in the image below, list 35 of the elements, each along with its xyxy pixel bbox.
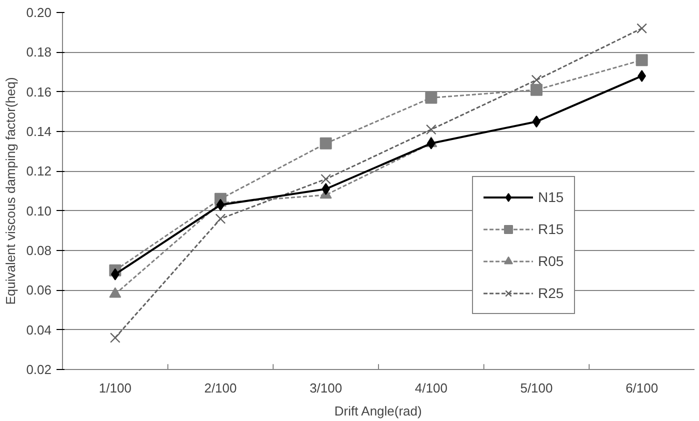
x-tick-label: 2/100 bbox=[204, 380, 237, 396]
point bbox=[531, 74, 542, 86]
point bbox=[215, 214, 226, 224]
x-axis-title: Drift Angle(rad) bbox=[334, 404, 422, 418]
legend-label: R25 bbox=[538, 285, 564, 301]
legend-label: R15 bbox=[538, 221, 564, 237]
y-tick-label: 0.16 bbox=[26, 84, 52, 100]
point bbox=[109, 287, 122, 298]
point bbox=[216, 198, 225, 211]
x-tick-label: 1/100 bbox=[98, 380, 132, 396]
y-tick-label: 0.14 bbox=[26, 124, 52, 139]
y-tick-label: 0.12 bbox=[26, 164, 52, 179]
y-tick-label: 0.20 bbox=[26, 5, 52, 20]
point bbox=[320, 137, 332, 150]
point bbox=[530, 84, 542, 96]
point bbox=[636, 23, 648, 34]
legend-label: R05 bbox=[538, 253, 564, 269]
y-tick-label: 0.04 bbox=[26, 322, 52, 338]
point bbox=[532, 116, 541, 128]
y-tick-label: 0.06 bbox=[26, 282, 52, 298]
point bbox=[636, 54, 648, 66]
x-tick-label: 6/100 bbox=[626, 380, 658, 396]
y-tick-label: 0.08 bbox=[26, 243, 52, 258]
x-tick-label: 5/100 bbox=[520, 380, 553, 396]
legend-label: N15 bbox=[538, 189, 564, 205]
x-tick-label: 3/100 bbox=[310, 380, 342, 396]
y-axis-title: Equivalent viscous damping factor(heq) bbox=[3, 77, 18, 305]
y-tick-label: 0.02 bbox=[26, 362, 52, 377]
point bbox=[320, 174, 332, 184]
y-tick-label: 0.10 bbox=[26, 203, 52, 218]
point bbox=[425, 92, 438, 104]
point bbox=[110, 332, 120, 343]
point bbox=[426, 124, 436, 135]
x-tick-label: 4/100 bbox=[414, 380, 448, 396]
y-tick-label: 0.18 bbox=[26, 44, 52, 60]
